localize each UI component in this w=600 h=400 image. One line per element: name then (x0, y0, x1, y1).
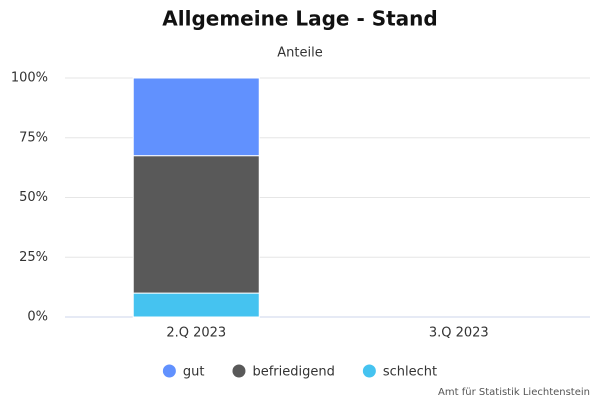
y-tick-label: 25% (19, 250, 48, 265)
bar-segment (132, 77, 260, 157)
legend-marker (232, 364, 246, 378)
legend-label: befriedigend (252, 365, 334, 380)
legend-marker (362, 364, 376, 378)
x-tick-label: 2.Q 2023 (166, 326, 226, 341)
y-tick-label: 100% (11, 71, 48, 86)
y-tick-label: 75% (19, 130, 48, 145)
legend-label: schlecht (383, 365, 437, 380)
legend-label: gut (183, 365, 205, 380)
bar-segment (132, 155, 260, 294)
bar-segment (132, 292, 260, 318)
credit: Amt für Statistik Liechtenstein (438, 387, 590, 398)
chart-subtitle: Anteile (277, 46, 322, 61)
y-tick-label: 0% (27, 310, 48, 325)
legend-marker (162, 364, 176, 378)
chart-title: Allgemeine Lage - Stand (162, 7, 437, 31)
y-tick-label: 50% (19, 190, 48, 205)
x-tick-label: 3.Q 2023 (429, 326, 489, 341)
